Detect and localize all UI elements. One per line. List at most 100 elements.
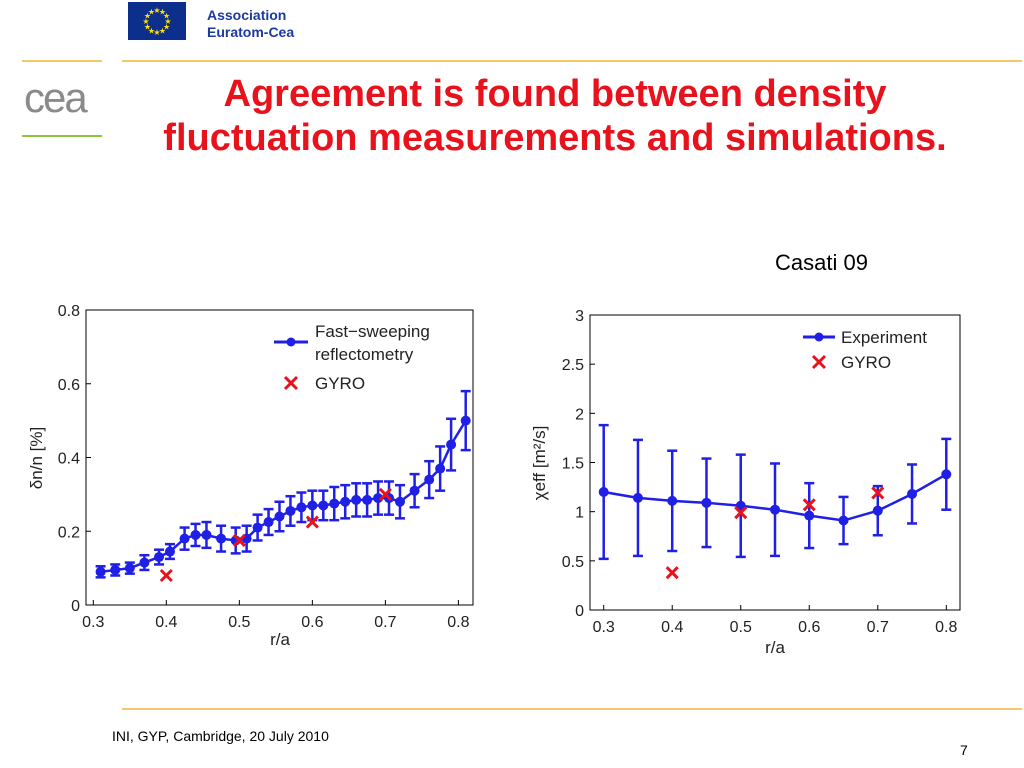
data-point bbox=[139, 557, 150, 568]
x-tick-label: 0.5 bbox=[228, 614, 250, 631]
logo-underline bbox=[22, 135, 102, 137]
data-point bbox=[285, 505, 296, 516]
gyro-points bbox=[159, 487, 392, 583]
association-line-1: Association bbox=[207, 7, 287, 23]
density-fluctuation-chart: 0 0.2 0.4 0.6 0.8 0.3 0.4 0.5 0.6 0.7 0.8 r/a δn/… bbox=[27, 303, 474, 649]
data-point bbox=[632, 492, 643, 503]
y-tick-label: 0.4 bbox=[58, 451, 80, 468]
data-point bbox=[296, 502, 307, 513]
y-axis-ticks: 0 0.2 0.4 0.6 0.8 bbox=[58, 303, 91, 615]
data-point bbox=[598, 487, 609, 497]
gyro-point bbox=[665, 566, 679, 580]
x-tick-label: 0.4 bbox=[155, 614, 177, 631]
y-tick-label: 2.5 bbox=[562, 357, 584, 374]
x-tick-label: 0.7 bbox=[867, 619, 889, 636]
y-axis-label-text: χeff [m²/s] bbox=[530, 426, 549, 501]
y-tick-label: 0 bbox=[71, 598, 80, 615]
data-point bbox=[941, 469, 952, 480]
y-tick-label: 0.2 bbox=[58, 524, 80, 541]
data-points bbox=[598, 469, 952, 526]
x-tick-label: 0.3 bbox=[82, 614, 104, 631]
error-bars bbox=[598, 423, 952, 561]
legend-circle-marker bbox=[814, 332, 824, 342]
data-point bbox=[394, 496, 405, 507]
data-point bbox=[804, 510, 815, 521]
y-tick-label: 2 bbox=[575, 406, 584, 423]
eu-star-icon: ★ bbox=[144, 12, 151, 21]
x-tick-label: 0.8 bbox=[935, 619, 957, 636]
legend-experiment-label: Experiment bbox=[841, 328, 927, 347]
data-point bbox=[770, 504, 780, 515]
eu-star-icon: ★ bbox=[144, 23, 151, 32]
data-point bbox=[872, 505, 883, 516]
citation: Casati 09 bbox=[775, 250, 868, 275]
y-tick-label: 3 bbox=[575, 308, 584, 325]
data-point bbox=[252, 522, 263, 533]
eu-flag-logo: ★ ★ ★ ★ ★ ★ ★ ★ ★ ★ ★ ★ bbox=[128, 2, 186, 40]
data-point bbox=[95, 566, 106, 577]
gyro-point bbox=[159, 568, 173, 583]
legend-gyro-marker bbox=[283, 375, 299, 391]
eu-star-icon: ★ bbox=[148, 27, 155, 36]
data-point bbox=[340, 496, 351, 507]
y-tick-label: 0.5 bbox=[562, 554, 584, 571]
association-line-2: Euratom-Cea bbox=[207, 24, 295, 40]
eu-star-icon: ★ bbox=[148, 7, 155, 16]
data-point bbox=[435, 463, 446, 474]
gyro-points bbox=[665, 486, 885, 580]
eu-star-icon: ★ bbox=[159, 27, 166, 36]
eu-star-icon: ★ bbox=[163, 23, 170, 32]
data-point bbox=[424, 474, 435, 485]
y-axis-ticks: 0 0.5 1 1.5 2 2.5 3 bbox=[562, 308, 595, 620]
chi-eff-chart: 0 0.5 1 1.5 2 2.5 3 0.3 0.4 0.5 0.6 0.7 0.8 r/a χef… bbox=[530, 308, 961, 657]
bottom-divider bbox=[122, 708, 1022, 710]
legend-gyro-marker bbox=[811, 354, 827, 370]
x-tick-label: 0.3 bbox=[593, 619, 615, 636]
x-axis-ticks: 0.3 0.4 0.5 0.6 0.7 0.8 bbox=[593, 605, 958, 636]
gyro-point bbox=[802, 498, 816, 512]
data-point bbox=[164, 546, 175, 557]
legend: Experiment GYRO bbox=[803, 328, 927, 372]
data-point bbox=[362, 494, 373, 505]
y-axis-label: χeff [m²/s] bbox=[530, 426, 549, 501]
data-point bbox=[318, 500, 329, 511]
legend-gyro-label: GYRO bbox=[841, 353, 891, 372]
y-tick-label: 0 bbox=[575, 603, 584, 620]
data-point bbox=[307, 500, 318, 511]
x-tick-label: 0.6 bbox=[798, 619, 820, 636]
cea-logo: cea bbox=[24, 74, 90, 121]
legend-series-1-line-1: Fast−sweeping bbox=[315, 322, 430, 341]
cea-logo-text: cea bbox=[24, 74, 88, 121]
gyro-point bbox=[305, 515, 319, 529]
y-tick-label: 1.5 bbox=[562, 456, 584, 473]
y-tick-label: 1 bbox=[575, 505, 584, 522]
x-axis-label: r/a bbox=[270, 630, 290, 649]
x-axis-ticks: 0.3 0.4 0.5 0.6 0.7 0.8 bbox=[82, 600, 470, 631]
gyro-point bbox=[232, 533, 246, 548]
data-point bbox=[179, 533, 190, 544]
data-point bbox=[409, 485, 420, 496]
gyro-point bbox=[378, 487, 392, 501]
data-point bbox=[124, 563, 135, 574]
eu-star-icon: ★ bbox=[142, 17, 149, 26]
page-number: 7 bbox=[960, 742, 968, 758]
data-point bbox=[110, 564, 121, 575]
x-tick-label: 0.5 bbox=[730, 619, 752, 636]
x-tick-label: 0.4 bbox=[661, 619, 683, 636]
data-point bbox=[667, 495, 678, 506]
eu-star-icon: ★ bbox=[153, 28, 160, 37]
data-point bbox=[838, 515, 849, 526]
data-point bbox=[263, 517, 274, 528]
eu-star-icon: ★ bbox=[153, 6, 160, 15]
y-axis-label: δn/n [%] bbox=[27, 427, 46, 489]
top-left-divider bbox=[22, 60, 102, 62]
eu-star-icon: ★ bbox=[163, 12, 170, 21]
legend-series-1-line-2: reflectometry bbox=[315, 345, 414, 364]
gyro-point bbox=[871, 486, 885, 500]
eu-star-icon: ★ bbox=[159, 7, 166, 16]
gyro-point bbox=[734, 506, 748, 520]
data-point bbox=[446, 439, 457, 450]
eu-stars-icon: ★★★★★★★★★★★★ bbox=[142, 6, 171, 37]
x-tick-label: 0.6 bbox=[301, 614, 323, 631]
eu-star-icon: ★ bbox=[164, 17, 171, 26]
